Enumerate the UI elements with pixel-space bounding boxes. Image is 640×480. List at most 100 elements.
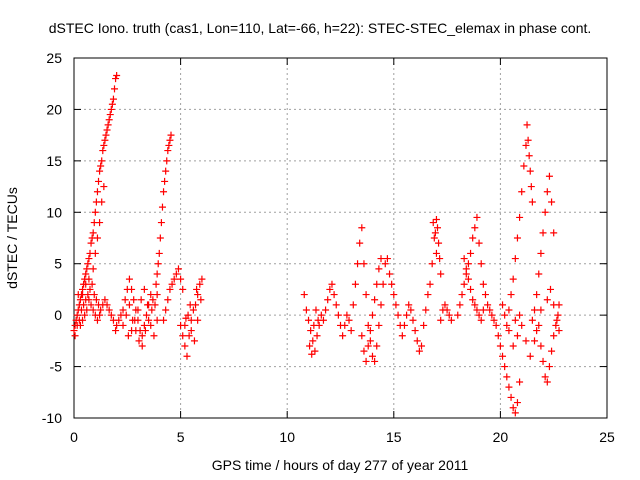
data-point: [90, 291, 98, 299]
data-point: [141, 327, 149, 335]
data-point: [124, 332, 132, 340]
data-point: [131, 316, 139, 324]
data-point: [97, 162, 105, 170]
data-point: [456, 301, 464, 309]
data-point: [83, 265, 91, 273]
data-point: [381, 260, 389, 268]
data-point: [147, 321, 155, 329]
data-point: [360, 347, 368, 355]
data-point: [142, 311, 150, 319]
data-point: [358, 332, 366, 340]
data-point: [147, 291, 155, 299]
y-tick-label: 10: [46, 204, 62, 220]
data-point: [181, 321, 189, 329]
data-point: [185, 332, 193, 340]
data-point: [518, 188, 526, 196]
data-point: [339, 332, 347, 340]
data-points: [70, 71, 563, 417]
data-point: [112, 327, 120, 335]
data-point: [471, 224, 479, 232]
data-point: [541, 373, 549, 381]
data-point: [475, 311, 483, 319]
data-point: [100, 141, 108, 149]
data-point: [403, 311, 411, 319]
data-point: [390, 291, 398, 299]
data-point: [492, 321, 500, 329]
data-point: [140, 321, 148, 329]
data-point: [121, 296, 129, 304]
data-point: [190, 337, 198, 345]
data-point: [341, 321, 349, 329]
data-point: [467, 285, 475, 293]
data-point: [148, 306, 156, 314]
data-point: [95, 177, 103, 185]
data-point: [516, 311, 524, 319]
data-point: [330, 291, 338, 299]
data-point: [351, 280, 359, 288]
data-point: [162, 167, 170, 175]
data-point: [89, 229, 97, 237]
data-point: [511, 255, 519, 263]
data-point: [96, 311, 104, 319]
data-point: [528, 316, 536, 324]
data-point: [505, 306, 513, 314]
y-tick-label: -5: [50, 359, 63, 375]
data-point: [527, 183, 535, 191]
data-point: [477, 260, 485, 268]
data-point: [422, 306, 430, 314]
data-point: [505, 327, 513, 335]
data-point: [479, 280, 487, 288]
data-point: [153, 291, 161, 299]
data-point: [182, 314, 190, 322]
data-point: [79, 316, 87, 324]
data-point: [490, 316, 498, 324]
data-point: [113, 71, 121, 79]
data-point: [377, 301, 385, 309]
data-point: [356, 239, 364, 247]
data-point: [140, 285, 148, 293]
y-tick-label: -10: [42, 410, 62, 426]
data-point: [496, 342, 504, 350]
data-point: [522, 337, 530, 345]
data-point: [543, 296, 551, 304]
data-point: [134, 306, 142, 314]
data-point: [122, 311, 130, 319]
data-point: [548, 198, 556, 206]
data-point: [366, 327, 374, 335]
data-point: [547, 285, 555, 293]
data-point: [152, 280, 160, 288]
data-point: [467, 249, 475, 257]
data-point: [383, 255, 391, 263]
data-point: [473, 213, 481, 221]
data-point: [160, 316, 168, 324]
data-point: [537, 342, 545, 350]
data-point: [149, 296, 157, 304]
data-point: [161, 177, 169, 185]
data-point: [411, 327, 419, 335]
data-point: [80, 301, 88, 309]
data-point: [539, 357, 547, 365]
data-point: [103, 126, 111, 134]
data-point: [153, 270, 161, 278]
data-point: [533, 327, 541, 335]
data-point: [306, 342, 314, 350]
data-point: [507, 291, 515, 299]
data-point: [108, 100, 116, 108]
y-tick-label: 25: [46, 50, 62, 66]
data-point: [98, 157, 106, 165]
data-point: [93, 316, 101, 324]
data-point: [418, 342, 426, 350]
data-point: [431, 229, 439, 237]
data-point: [371, 357, 379, 365]
data-point: [156, 234, 164, 242]
data-point: [407, 306, 415, 314]
data-point: [360, 260, 368, 268]
data-point: [314, 316, 322, 324]
data-point: [548, 347, 556, 355]
data-point: [193, 285, 201, 293]
data-point: [454, 311, 462, 319]
data-point: [96, 219, 104, 227]
data-point: [73, 311, 81, 319]
data-point: [354, 260, 362, 268]
data-point: [368, 352, 376, 360]
